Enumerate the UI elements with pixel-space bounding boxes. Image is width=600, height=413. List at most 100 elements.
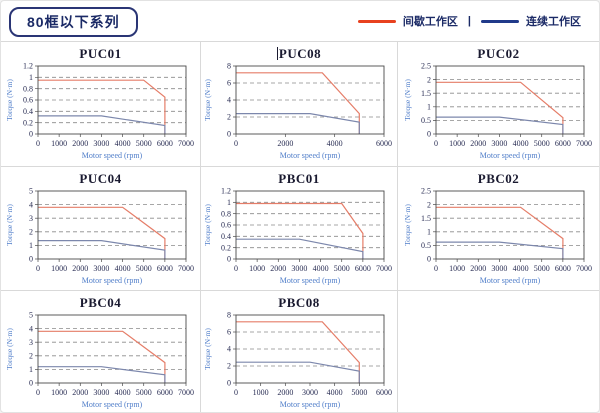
chart-cell-puc01: PUC01 0 0.2 0.4 0.6 0.8 1 1.2 0 1000 2000 3000 4000… — [1, 42, 201, 167]
y-tick-label: 2 — [227, 362, 231, 371]
x-tick-label: 6000 — [156, 139, 172, 148]
y-tick-label: 1 — [29, 73, 33, 82]
intermittent-line-icon — [357, 19, 396, 23]
x-tick-label: 0 — [36, 139, 40, 148]
y-tick-label: 1.5 — [421, 89, 431, 98]
chart-cell-pbc04: PBC04 0 1 2 3 4 5 0 1000 2000 3000 4000 5000 6000 700… — [1, 291, 201, 412]
y-tick-label: 4 — [29, 324, 33, 333]
x-tick-label: 0 — [234, 139, 238, 148]
y-axis-label: Torque (N·m) — [403, 79, 412, 121]
continuous-curve — [236, 361, 360, 383]
y-tick-label: 0 — [29, 130, 33, 139]
plot-frame — [37, 314, 186, 384]
chart-cell-pbc01: PBC01 0 0.2 0.4 0.6 0.8 1 1.2 0 1000 2000 3000 4000… — [201, 167, 398, 291]
x-tick-label: 3000 — [93, 139, 109, 148]
x-tick-label: 1000 — [449, 139, 465, 148]
x-tick-label: 7000 — [376, 264, 392, 273]
y-axis-label: Torque (N·m) — [203, 204, 212, 246]
chart-plot: 0 0.5 1 1.5 2 2.5 0 1000 2000 3000 4000 5000 6000 700… — [403, 62, 592, 160]
chart-cell-puc02: PUC02 0 0.5 1 1.5 2 2.5 0 1000 2000 3000 4000 5000 6… — [398, 42, 599, 167]
y-tick-label: 5 — [29, 311, 33, 320]
x-tick-label: 4000 — [327, 139, 343, 148]
plot-frame — [435, 190, 584, 260]
x-tick-label: 5000 — [135, 139, 151, 148]
x-tick-label: 7000 — [178, 388, 194, 397]
legend: 间歇工作区 | 连续工作区 — [357, 13, 581, 29]
x-tick-label: 0 — [36, 388, 40, 397]
y-axis-label: Torque (N·m) — [203, 328, 212, 370]
x-tick-label: 4000 — [313, 264, 329, 273]
x-tick-label: 4000 — [327, 388, 343, 397]
y-tick-label: 0.6 — [221, 221, 231, 230]
x-axis-label: Motor speed (rpm) — [479, 151, 540, 160]
chart-title: PBC01 — [278, 171, 320, 186]
x-tick-label: 3000 — [93, 388, 109, 397]
chart-title: PBC02 — [477, 171, 520, 186]
y-tick-label: 8 — [227, 311, 231, 320]
x-tick-label: 4000 — [114, 388, 130, 397]
x-tick-label: 0 — [234, 264, 238, 273]
legend-item-intermittent: 间歇工作区 — [357, 13, 458, 29]
x-tick-label: 3000 — [491, 139, 507, 148]
y-axis-label: Torque (N·m) — [203, 79, 212, 121]
x-tick-label: 2000 — [277, 388, 293, 397]
y-tick-label: 8 — [227, 62, 231, 71]
x-axis-label: Motor speed (rpm) — [280, 400, 341, 409]
y-tick-label: 0.2 — [221, 243, 231, 252]
empty-cell — [398, 291, 599, 412]
x-tick-label: 6000 — [554, 139, 570, 148]
chart-plot: 0 0.2 0.4 0.6 0.8 1 1.2 0 1000 2000 3000 4000 5000 60… — [203, 187, 392, 285]
y-tick-label: 0 — [227, 255, 231, 264]
x-tick-label: 4000 — [512, 139, 528, 148]
x-axis-label: Motor speed (rpm) — [280, 276, 341, 285]
intermittent-curve — [435, 206, 563, 259]
y-tick-label: 3 — [29, 214, 33, 223]
x-tick-label: 1000 — [51, 264, 67, 273]
chart-title: PUC08 — [201, 46, 397, 62]
continuous-line-icon — [481, 19, 519, 23]
chart-grid: PUC01 0 0.2 0.4 0.6 0.8 1 1.2 0 1000 2000 3000 4000… — [1, 41, 599, 412]
x-tick-label: 2000 — [72, 139, 88, 148]
y-tick-label: 0 — [227, 130, 231, 139]
chart-plot: 0 2 4 6 8 0 1000 2000 3000 4000 5000 6000 Motor spee… — [203, 311, 392, 409]
x-tick-label: 1000 — [51, 139, 67, 148]
chart-title: PUC04 — [79, 171, 122, 186]
x-tick-label: 5000 — [533, 264, 549, 273]
y-tick-label: 1 — [227, 198, 231, 207]
chart-plot: 0 1 2 3 4 5 0 1000 2000 3000 4000 5000 6000 7000 Motor… — [5, 187, 194, 285]
y-tick-label: 2 — [427, 200, 431, 209]
y-tick-label: 4 — [227, 345, 231, 354]
y-tick-label: 1 — [427, 228, 431, 237]
x-tick-label: 6000 — [376, 139, 392, 148]
x-tick-label: 1000 — [51, 388, 67, 397]
intermittent-curve — [236, 72, 360, 134]
x-tick-label: 6000 — [156, 388, 172, 397]
x-tick-label: 0 — [434, 139, 438, 148]
y-tick-label: 0.5 — [421, 116, 431, 125]
y-tick-label: 1 — [29, 241, 33, 250]
x-axis-label: Motor speed (rpm) — [280, 151, 341, 160]
chart-cell-puc04: PUC04 0 1 2 3 4 5 0 1000 2000 3000 4000 5000 6000 700… — [1, 167, 201, 291]
y-tick-label: 4 — [29, 200, 33, 209]
y-tick-label: 5 — [29, 187, 33, 196]
x-tick-label: 2000 — [72, 388, 88, 397]
x-tick-label: 7000 — [178, 264, 194, 273]
x-tick-label: 1000 — [449, 264, 465, 273]
x-tick-label: 0 — [36, 264, 40, 273]
legend-label: 连续工作区 — [526, 16, 581, 28]
continuous-curve — [435, 241, 563, 259]
x-tick-label: 6000 — [156, 264, 172, 273]
y-tick-label: 0.4 — [221, 232, 231, 241]
y-tick-label: 3 — [29, 338, 33, 347]
x-tick-label: 5000 — [334, 264, 350, 273]
y-tick-label: 4 — [227, 96, 231, 105]
continuous-curve — [37, 239, 165, 259]
y-tick-label: 2.5 — [421, 187, 431, 196]
continuous-curve — [435, 116, 563, 134]
x-tick-label: 7000 — [576, 264, 592, 273]
x-tick-label: 3000 — [302, 388, 318, 397]
chart-title: PBC04 — [79, 295, 122, 310]
y-tick-label: 6 — [227, 79, 231, 88]
x-tick-label: 3000 — [291, 264, 307, 273]
